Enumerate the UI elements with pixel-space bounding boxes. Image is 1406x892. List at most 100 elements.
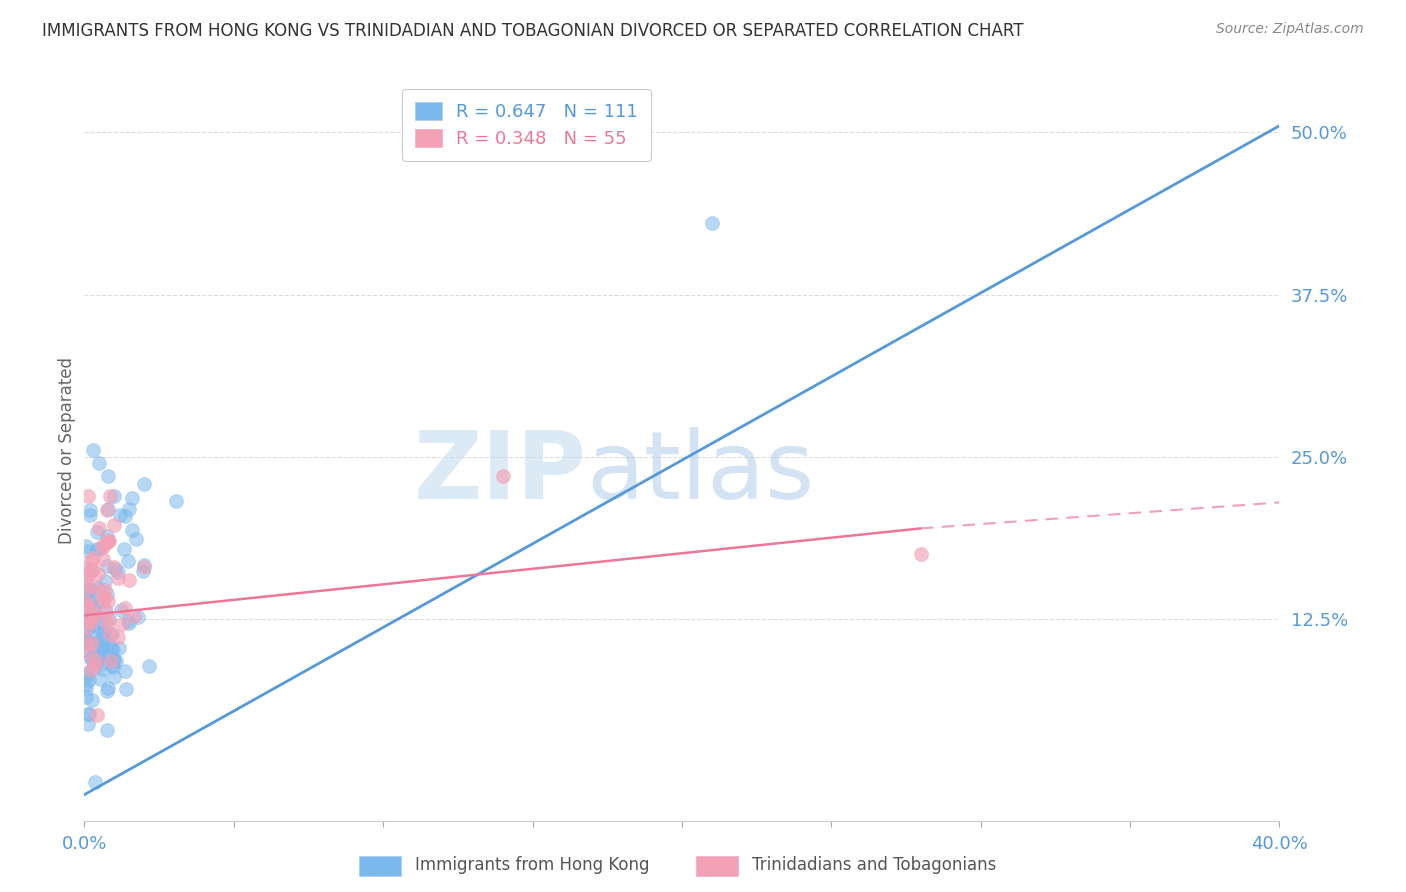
Point (110, 508, 132, 523)
Point (76, 633, 98, 648)
Point (86, 642, 108, 657)
Point (103, 518, 125, 533)
Point (98, 637, 121, 651)
Point (75, 677, 97, 691)
Point (84, 643, 107, 657)
Point (103, 653, 125, 667)
Point (82, 661, 104, 675)
Point (111, 617, 134, 632)
Point (97, 594, 120, 608)
Point (93, 626, 115, 640)
Point (97, 534, 120, 549)
Point (98, 627, 121, 641)
Point (96, 587, 118, 601)
Point (77, 673, 100, 688)
Point (82, 610, 104, 624)
Text: atlas: atlas (586, 426, 814, 518)
Point (114, 601, 136, 615)
Point (89, 542, 111, 557)
Point (112, 542, 135, 557)
Point (80, 554, 103, 568)
Text: ZIP: ZIP (413, 426, 586, 518)
Point (100, 654, 122, 668)
Point (97, 618, 120, 632)
Text: Immigrants from Hong Kong: Immigrants from Hong Kong (415, 855, 650, 873)
Point (93, 638, 115, 652)
Point (97, 534, 120, 549)
Point (121, 523, 143, 537)
Point (87, 567, 110, 582)
Point (134, 476, 156, 491)
Point (103, 489, 125, 503)
Point (700, 216, 723, 230)
Point (80, 579, 103, 593)
Point (79, 613, 101, 627)
Point (97, 469, 120, 483)
Point (91, 631, 114, 645)
Point (93, 625, 115, 640)
Point (82, 607, 104, 621)
Point (90, 615, 112, 630)
Point (82, 693, 104, 707)
Point (77, 591, 100, 606)
Point (110, 603, 132, 617)
Point (103, 560, 125, 574)
Point (84, 635, 107, 649)
Point (910, 547, 932, 561)
Point (121, 491, 143, 506)
Point (90, 594, 112, 608)
Point (98, 612, 121, 626)
Point (86, 620, 108, 634)
Point (75, 681, 97, 696)
Point (77, 544, 100, 558)
Point (79, 600, 101, 615)
Point (97, 502, 120, 516)
Point (122, 608, 145, 623)
Point (93, 551, 115, 566)
Point (118, 502, 141, 516)
Point (77, 583, 100, 598)
Point (82, 635, 104, 649)
Point (115, 681, 138, 696)
Point (75, 607, 97, 621)
Point (79, 647, 101, 661)
Point (93, 574, 115, 589)
Point (76, 595, 98, 609)
Point (76, 489, 98, 503)
Point (75, 598, 97, 612)
Point (91, 538, 114, 552)
Point (104, 654, 127, 668)
Point (79, 503, 101, 517)
Point (86, 542, 108, 557)
Point (80, 563, 103, 577)
Point (76, 616, 98, 631)
Point (96, 503, 118, 517)
Point (75, 539, 97, 553)
Point (107, 565, 129, 579)
Point (82, 648, 104, 663)
Point (80, 617, 103, 632)
Point (75, 690, 97, 705)
Point (75, 582, 97, 596)
Point (83, 658, 105, 673)
Point (80, 615, 103, 630)
Point (134, 558, 156, 572)
Point (138, 658, 160, 673)
Point (77, 716, 100, 731)
Point (80, 651, 103, 665)
Point (118, 574, 141, 588)
Point (101, 651, 124, 665)
Point (87, 648, 110, 663)
Point (131, 564, 153, 578)
Point (91, 662, 114, 676)
Text: Trinidadians and Tobagonians: Trinidadians and Tobagonians (752, 855, 997, 873)
Point (75, 621, 97, 635)
Point (94, 582, 117, 597)
Point (91, 657, 114, 672)
Point (101, 643, 124, 657)
Point (89, 521, 111, 535)
Point (86, 648, 108, 663)
Point (100, 641, 122, 656)
Point (76, 643, 98, 657)
Point (76, 610, 98, 624)
